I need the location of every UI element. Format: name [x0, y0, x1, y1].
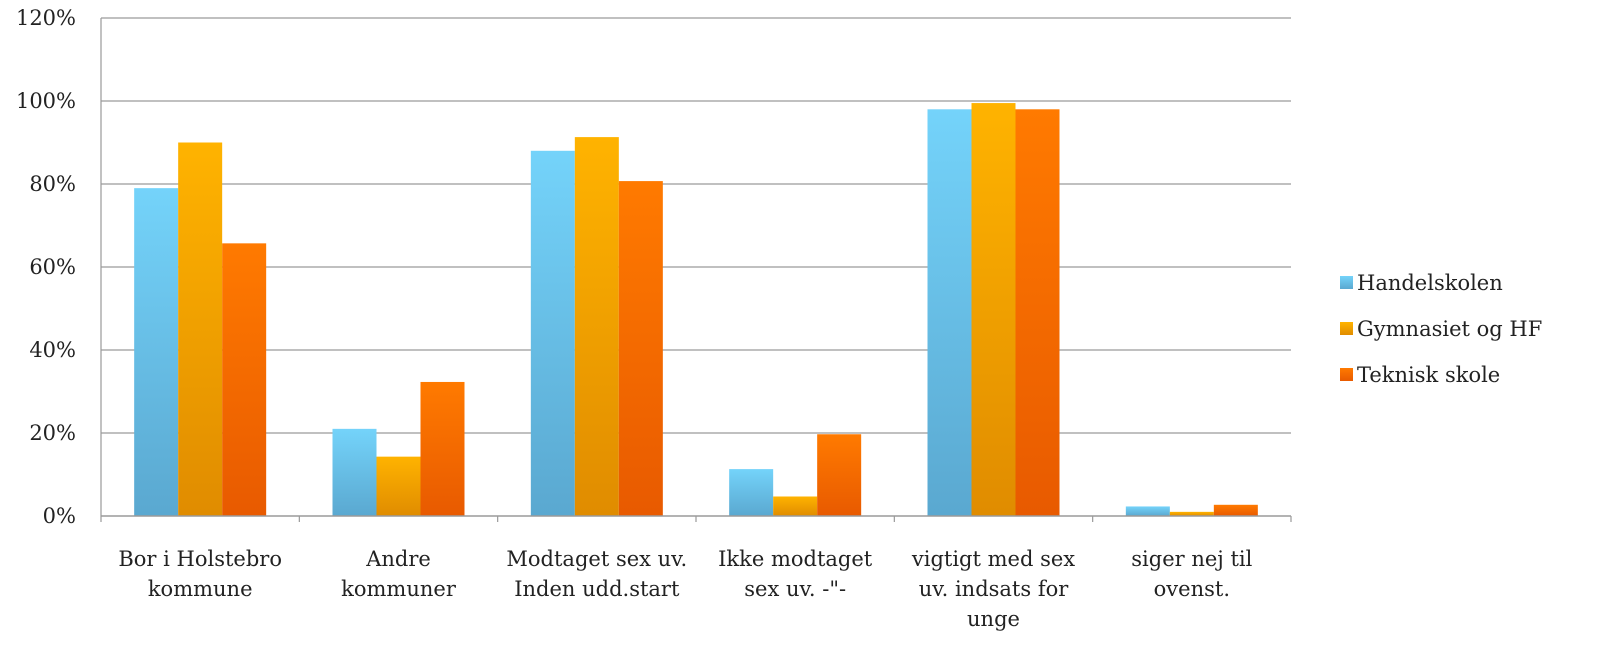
y-tick-label: 20%: [29, 421, 76, 445]
bar: [332, 428, 377, 516]
y-axis-tick-labels: 0% 20% 40% 60% 80% 100% 120%: [16, 6, 76, 528]
bar: [1169, 511, 1214, 516]
bar: [574, 137, 619, 517]
bar: [178, 142, 223, 516]
bar: [1015, 109, 1060, 517]
bar: [927, 109, 972, 517]
bar: [773, 496, 818, 516]
bar: [729, 469, 774, 516]
x-category-label: Modtaget sex uv. Inden udd.start: [506, 547, 687, 601]
gridlines: [101, 17, 1291, 434]
bar: [618, 181, 663, 516]
x-axis-category-labels: Bor i Holstebro kommune Andre kommuner Modta…: [118, 547, 1252, 631]
bar: [1125, 506, 1170, 516]
legend: Handelskolen Gymnasiet og HF Teknisk skole: [1340, 271, 1542, 387]
y-tick-label: 0%: [43, 504, 76, 528]
x-axis: [100, 18, 1292, 522]
x-category-label: siger nej til ovenst.: [1131, 547, 1252, 601]
legend-swatch: [1340, 276, 1353, 289]
x-category-label: Bor i Holstebro kommune: [118, 547, 282, 601]
bar: [971, 103, 1016, 516]
legend-swatch: [1340, 368, 1353, 381]
y-tick-label: 100%: [16, 89, 76, 113]
x-category-label: Andre kommuner: [341, 547, 457, 601]
bar: [1213, 504, 1258, 516]
bar: [134, 188, 179, 516]
legend-label: Gymnasiet og HF: [1357, 317, 1542, 341]
x-category-label: vigtigt med sex uv. indsats for unge: [911, 547, 1075, 631]
y-tick-label: 40%: [29, 338, 76, 362]
bar: [222, 243, 267, 516]
legend-swatch: [1340, 322, 1353, 335]
legend-label: Handelskolen: [1357, 271, 1503, 295]
x-category-label: Ikke modtaget sex uv. -"-: [718, 547, 873, 601]
y-tick-label: 60%: [29, 255, 76, 279]
bar: [817, 434, 862, 516]
legend-label: Teknisk skole: [1357, 363, 1500, 387]
bars: [134, 103, 1258, 517]
y-tick-label: 120%: [16, 6, 76, 30]
y-tick-label: 80%: [29, 172, 76, 196]
bar: [376, 456, 421, 516]
bar: [420, 381, 465, 516]
bar: [530, 150, 575, 517]
